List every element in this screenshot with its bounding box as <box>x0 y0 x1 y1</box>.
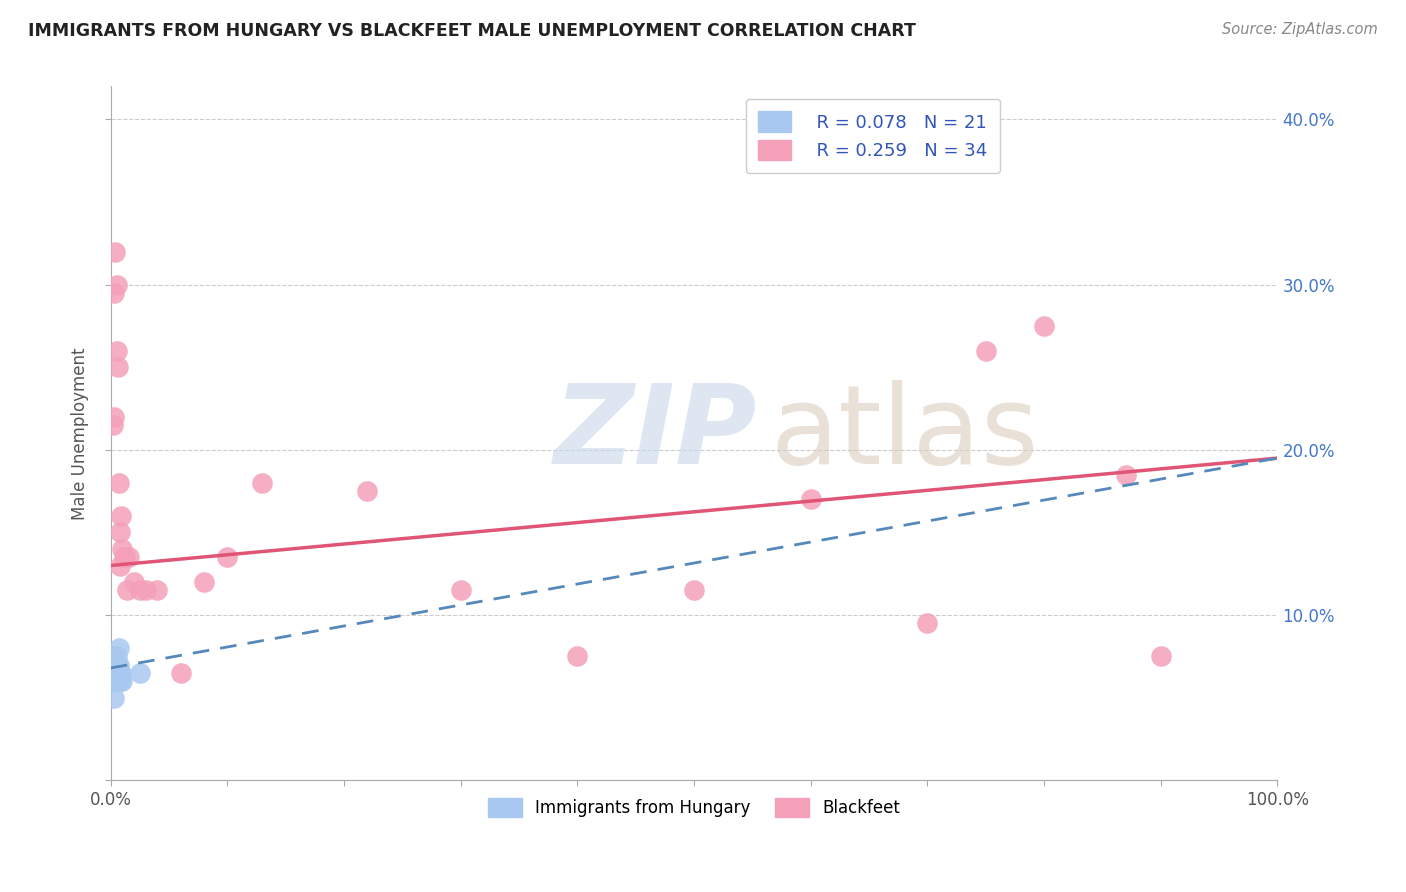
Point <box>129 665 152 680</box>
Point <box>129 583 152 598</box>
Y-axis label: Male Unemployment: Male Unemployment <box>72 347 89 519</box>
Point <box>114 550 136 565</box>
Point <box>108 674 131 689</box>
Point <box>111 541 134 556</box>
Point <box>104 665 127 680</box>
Point <box>103 285 125 300</box>
Point <box>103 409 125 424</box>
Point <box>118 550 141 565</box>
Text: IMMIGRANTS FROM HUNGARY VS BLACKFEET MALE UNEMPLOYMENT CORRELATION CHART: IMMIGRANTS FROM HUNGARY VS BLACKFEET MAL… <box>28 22 915 40</box>
Point <box>217 550 239 565</box>
Point <box>105 649 128 664</box>
Point <box>122 575 145 590</box>
Point <box>108 475 131 490</box>
Point <box>917 616 939 631</box>
Point <box>101 674 124 689</box>
Point <box>108 558 131 573</box>
Point <box>105 657 128 672</box>
Point <box>1033 318 1056 333</box>
Point <box>1115 467 1137 482</box>
Point <box>108 657 131 672</box>
Point <box>108 525 131 540</box>
Point <box>450 583 472 598</box>
Point <box>170 665 193 680</box>
Text: ZIP: ZIP <box>554 380 758 487</box>
Point <box>107 674 129 689</box>
Point <box>104 674 127 689</box>
Point <box>107 665 129 680</box>
Legend: Immigrants from Hungary, Blackfeet: Immigrants from Hungary, Blackfeet <box>482 791 907 824</box>
Point <box>101 665 124 680</box>
Point <box>105 665 128 680</box>
Point <box>104 657 127 672</box>
Point <box>974 343 997 358</box>
Point <box>108 641 131 656</box>
Point <box>105 343 128 358</box>
Point <box>107 360 129 375</box>
Point <box>567 649 589 664</box>
Point <box>108 665 131 680</box>
Point <box>1150 649 1173 664</box>
Point <box>135 583 157 598</box>
Point <box>110 665 132 680</box>
Point <box>103 690 125 705</box>
Point <box>104 244 127 259</box>
Text: Source: ZipAtlas.com: Source: ZipAtlas.com <box>1222 22 1378 37</box>
Point <box>115 583 138 598</box>
Point <box>193 575 215 590</box>
Point <box>356 484 378 499</box>
Point <box>112 550 135 565</box>
Point <box>107 657 129 672</box>
Point <box>101 418 124 433</box>
Point <box>105 277 128 292</box>
Point <box>683 583 706 598</box>
Point <box>103 661 125 675</box>
Point <box>101 649 124 664</box>
Point <box>111 674 134 689</box>
Point <box>110 508 132 523</box>
Point <box>252 475 274 490</box>
Point <box>800 492 823 507</box>
Text: atlas: atlas <box>770 380 1039 487</box>
Point <box>146 583 169 598</box>
